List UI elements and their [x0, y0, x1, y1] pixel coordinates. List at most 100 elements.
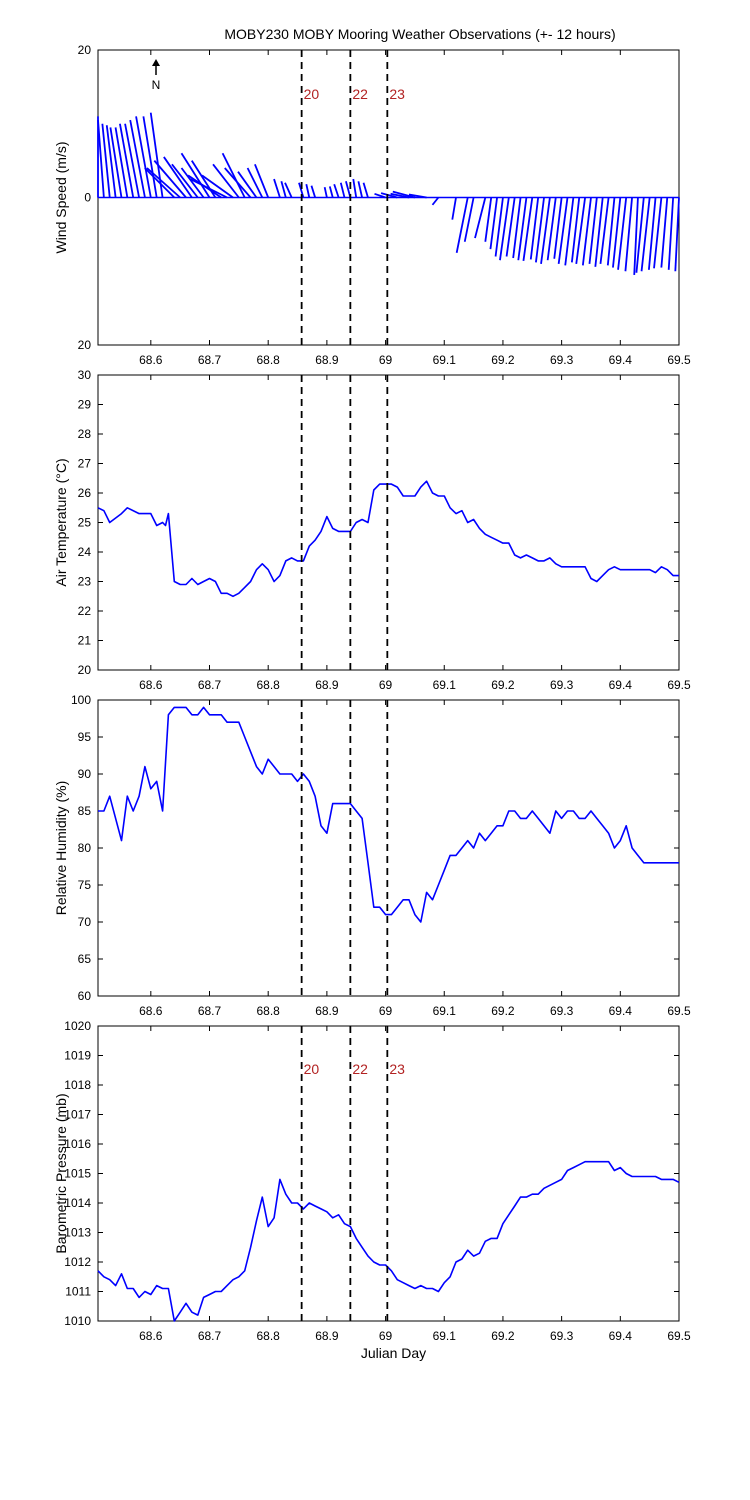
- wind-vector: [633, 197, 639, 275]
- wind-vector: [674, 197, 680, 272]
- y-tick-label: 60: [78, 989, 92, 1003]
- y-tick-label: 1014: [64, 1196, 91, 1210]
- wind-vector: [494, 197, 504, 257]
- wind-vector: [564, 197, 575, 266]
- x-tick-label: 68.7: [198, 678, 222, 692]
- x-tick-label: 69.4: [609, 1329, 633, 1343]
- wind-vector: [284, 182, 293, 198]
- x-tick-label: 69.5: [667, 1329, 691, 1343]
- y-tick-label: 26: [78, 486, 92, 500]
- wind-vector: [474, 197, 487, 239]
- north-arrow: N: [152, 59, 160, 92]
- marker-label: 20: [304, 86, 320, 102]
- wind-vector: [352, 178, 358, 198]
- x-tick-label: 68.8: [257, 1004, 281, 1018]
- y-tick-label: 100: [71, 693, 91, 707]
- panel-1: 68.6 68.7 68.8 68.9 69 69.1 69.2 69.3 69.4 69.5 20…: [53, 43, 691, 367]
- wind-vector: [146, 167, 181, 199]
- wind-vector: [599, 197, 610, 264]
- x-tick-label: 68.8: [257, 1329, 281, 1343]
- x-tick-label: 69.5: [667, 678, 691, 692]
- wind-vector: [310, 185, 317, 198]
- wind-vector: [660, 197, 669, 268]
- wind-vector: [546, 197, 557, 261]
- y-tick-label: 85: [78, 804, 92, 818]
- wind-vector: [553, 197, 563, 259]
- y-tick-label: 25: [78, 516, 92, 530]
- wind-vector: [499, 197, 510, 261]
- wind-vector: [505, 197, 516, 257]
- x-tick-label: 69.3: [550, 1329, 574, 1343]
- wind-vector: [135, 116, 152, 198]
- wind-vector: [455, 197, 469, 253]
- wind-vector: [101, 123, 111, 198]
- y-tick-label: 75: [78, 878, 92, 892]
- wind-vector: [153, 160, 187, 199]
- wind-vector: [517, 197, 528, 261]
- wind-vector: [380, 192, 398, 199]
- axes-box: [97, 374, 680, 671]
- panels: 68.6 68.7 68.8 68.9 69 69.1 69.2 69.3 69.4 69.5 20…: [53, 43, 691, 1361]
- wind-vector: [588, 197, 598, 264]
- x-tick-label: 68.7: [198, 353, 222, 367]
- marker-label: 23: [389, 86, 405, 102]
- wind-vector: [362, 182, 369, 198]
- wind-vector: [124, 123, 140, 198]
- wind-vector: [114, 127, 129, 198]
- wind-vector: [201, 174, 234, 199]
- y-tick-label: 80: [78, 841, 92, 855]
- wind-vector: [328, 186, 334, 198]
- marker-label: 23: [389, 1061, 405, 1077]
- y-tick-label: 20: [78, 43, 92, 57]
- wind-vector: [237, 171, 258, 199]
- x-tick-label: 68.6: [139, 1329, 163, 1343]
- x-tick-label: 69.1: [433, 1004, 457, 1018]
- x-tick-label: 69.5: [667, 1004, 691, 1018]
- wind-vector: [246, 167, 264, 198]
- marker-label: 22: [352, 86, 368, 102]
- y-tick-label: 1020: [64, 1019, 91, 1033]
- x-tick-label: 69.4: [609, 353, 633, 367]
- wind-vector: [305, 184, 311, 198]
- y-tick-label: 0: [84, 191, 91, 205]
- series-line: [98, 706, 679, 923]
- y-tick-label: 1011: [65, 1285, 91, 1299]
- wind-vector: [557, 197, 569, 264]
- y-tick-label: 20: [78, 338, 92, 352]
- wind-vector: [635, 197, 645, 273]
- wind-vector: [180, 167, 205, 199]
- wind-vector: [339, 182, 346, 198]
- wind-vector: [189, 178, 228, 199]
- y-axis-label: Air Temperature (°C): [53, 458, 69, 586]
- series-line: [97, 480, 679, 598]
- wind-vector: [109, 127, 123, 198]
- wind-vector: [667, 197, 675, 270]
- wind-vector: [180, 152, 211, 198]
- wind-vector: [224, 167, 252, 199]
- wind-vector: [594, 197, 604, 267]
- y-tick-label: 1015: [64, 1167, 91, 1181]
- y-tick-label: 1019: [64, 1049, 91, 1063]
- wind-vector: [535, 197, 545, 263]
- wind-vector: [624, 197, 633, 272]
- x-tick-label: 68.9: [315, 1004, 339, 1018]
- wind-vector: [612, 197, 622, 268]
- y-tick-label: 95: [78, 730, 92, 744]
- north-arrow-icon: [152, 59, 160, 66]
- x-tick-label: 69.1: [433, 1329, 457, 1343]
- wind-vector: [570, 197, 581, 263]
- wind-vector: [273, 178, 281, 198]
- x-tick-label: 69.1: [433, 678, 457, 692]
- x-tick-label: 68.6: [139, 353, 163, 367]
- wind-vector: [512, 197, 522, 259]
- y-tick-label: 20: [78, 663, 92, 677]
- x-tick-label: 69: [379, 1004, 393, 1018]
- wind-vector: [540, 197, 551, 264]
- wind-vector: [653, 197, 663, 269]
- x-tick-label: 69.4: [609, 678, 633, 692]
- x-tick-label: 68.6: [139, 678, 163, 692]
- panel-3: 68.6 68.7 68.8 68.9 69 69.1 69.2 69.3 69.4 69.5 60…: [53, 693, 691, 1018]
- wind-vector: [144, 167, 175, 199]
- x-tick-label: 68.9: [315, 1329, 339, 1343]
- panel-4: 68.6 68.7 68.8 68.9 69 69.1 69.2 69.3 69.4 69.5 10…: [53, 1019, 691, 1361]
